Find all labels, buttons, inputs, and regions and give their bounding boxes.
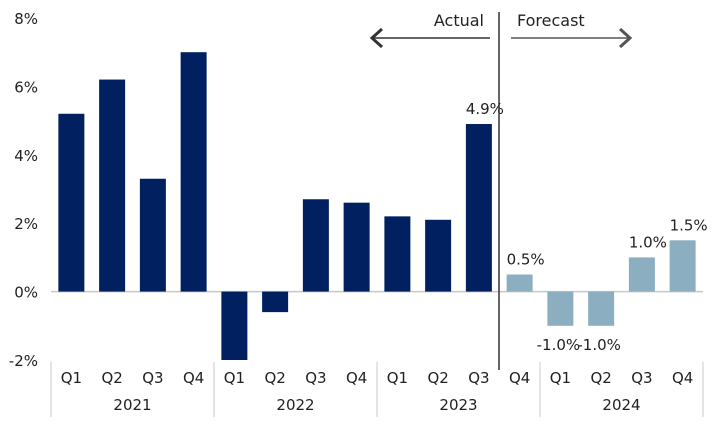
x-axis: Q1 Q2 Q3 Q4 Q1 Q2 Q3 Q4 Q1 Q2 Q3 Q4 Q1 Q2 Q3 Q4 2021 2022… xyxy=(50,362,704,417)
x-tick-label: Q4 xyxy=(509,369,530,387)
y-tick-label: -2% xyxy=(9,352,38,370)
y-tick-label: 6% xyxy=(14,78,38,96)
x-tick-label: Q3 xyxy=(142,369,163,387)
bar xyxy=(384,216,411,292)
data-label: -1.0% xyxy=(537,336,581,354)
bar xyxy=(180,52,207,292)
x-tick-label: Q4 xyxy=(672,369,693,387)
data-label: 0.5% xyxy=(507,251,545,269)
bar xyxy=(221,291,248,360)
x-tick-label: Q1 xyxy=(387,369,408,387)
y-tick-label: 4% xyxy=(14,147,38,165)
left-arrow-icon xyxy=(369,27,490,49)
bar xyxy=(588,291,615,326)
bar xyxy=(628,257,655,292)
x-tick-label: Q2 xyxy=(590,369,611,387)
year-label: 2022 xyxy=(276,396,314,414)
y-tick-label: 0% xyxy=(14,284,38,302)
bar xyxy=(302,199,329,292)
x-tick-label: Q1 xyxy=(550,369,571,387)
data-label: 1.5% xyxy=(670,216,708,234)
year-label: 2024 xyxy=(602,396,640,414)
x-tick-label: Q3 xyxy=(468,369,489,387)
x-tick-label: Q2 xyxy=(264,369,285,387)
bars: 4.9% 0.5% -1.0%-1.0% 1.0%1.5% xyxy=(51,52,708,360)
annotations: Actual Forecast xyxy=(369,11,633,370)
year-label: 2021 xyxy=(113,396,151,414)
right-arrow-icon xyxy=(511,27,633,49)
x-tick-label: Q1 xyxy=(61,369,82,387)
x-tick-label: Q1 xyxy=(224,369,245,387)
x-tick-label: Q3 xyxy=(631,369,652,387)
bar xyxy=(425,219,452,292)
bar xyxy=(262,291,289,313)
bar xyxy=(139,178,166,292)
x-tick-label: Q4 xyxy=(183,369,204,387)
forecast-label: Forecast xyxy=(517,11,585,30)
y-axis: -2% 0% 2% 4% 6% 8% xyxy=(9,10,38,370)
bar xyxy=(465,124,492,292)
data-label: -1.0% xyxy=(577,336,621,354)
year-label: 2023 xyxy=(439,396,477,414)
y-tick-label: 8% xyxy=(14,10,38,28)
bar xyxy=(669,240,696,292)
actual-label: Actual xyxy=(434,11,484,30)
data-label: 4.9% xyxy=(466,100,504,118)
x-tick-label: Q4 xyxy=(346,369,367,387)
x-tick-label: Q2 xyxy=(101,369,122,387)
bar xyxy=(58,113,85,292)
x-tick-label: Q2 xyxy=(427,369,448,387)
bar xyxy=(547,291,574,326)
bar xyxy=(343,202,370,292)
x-tick-label: Q3 xyxy=(305,369,326,387)
y-tick-label: 2% xyxy=(14,215,38,233)
bar xyxy=(506,274,533,292)
bar xyxy=(99,79,126,292)
data-label: 1.0% xyxy=(629,233,667,251)
